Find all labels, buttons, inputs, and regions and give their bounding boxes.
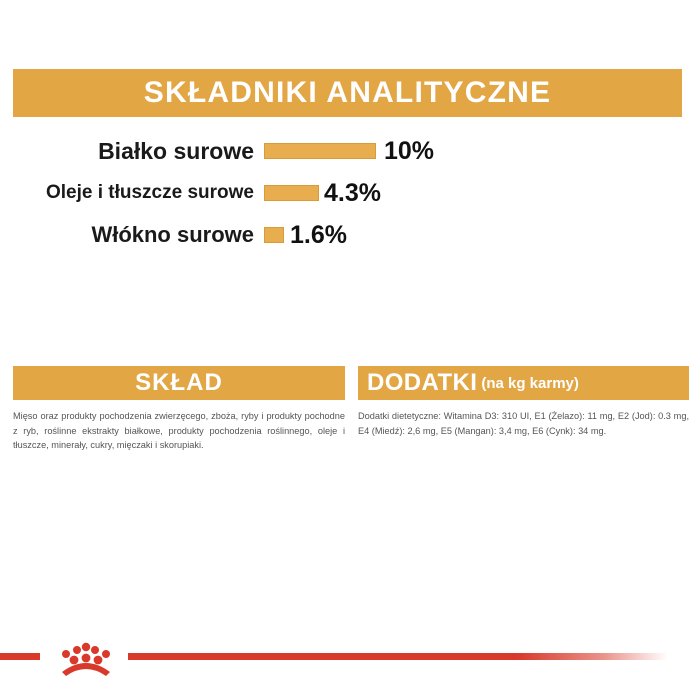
constituent-row: Oleje i tłuszcze surowe 4.3%: [0, 172, 700, 214]
additives-body-text: Dodatki dietetyczne: Witamina D3: 310 UI…: [358, 411, 689, 436]
composition-body-text: Mięso oraz produkty pochodzenia zwierzęc…: [13, 411, 345, 451]
constituent-bar: [264, 185, 319, 201]
additives-subtitle: (na kg karmy): [481, 374, 579, 392]
constituent-row: Włókno surowe 1.6%: [0, 214, 700, 256]
constituent-value: 10%: [384, 136, 435, 165]
crown-icon: [62, 642, 110, 676]
constituent-label: Włókno surowe: [91, 222, 254, 247]
composition-title: SKŁAD: [135, 369, 223, 396]
constituent-bar: [264, 227, 284, 243]
analytical-constituents-chart: Białko surowe 10% Oleje i tłuszcze surow…: [0, 130, 700, 256]
analytical-constituents-header: SKŁADNIKI ANALITYCZNE: [13, 69, 682, 117]
logo-rule-right: [128, 653, 668, 660]
royal-canin-logo: [0, 636, 700, 676]
composition-header: SKŁAD: [13, 366, 345, 400]
constituent-label: Oleje i tłuszcze surowe: [45, 182, 254, 203]
additives-title: DODATKI: [367, 369, 478, 396]
constituent-value: 1.6%: [290, 220, 347, 249]
constituent-label: Białko surowe: [98, 137, 254, 164]
constituent-value: 4.3%: [324, 178, 381, 207]
analytical-constituents-title: SKŁADNIKI ANALITYCZNE: [143, 76, 552, 109]
constituent-row: Białko surowe 10%: [0, 130, 700, 172]
additives-header: DODATKI (na kg karmy): [358, 366, 689, 400]
constituent-bar: [264, 143, 376, 159]
logo-rule-left: [0, 653, 40, 660]
